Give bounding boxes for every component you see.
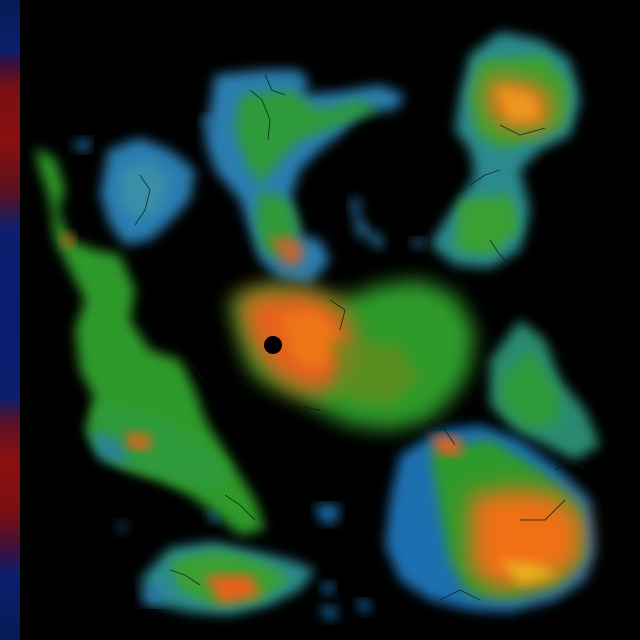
small-islets bbox=[70, 115, 425, 622]
region-central-landmass[interactable] bbox=[215, 280, 475, 430]
region-north-central-landmass[interactable] bbox=[205, 70, 405, 285]
region-south-landmass[interactable] bbox=[385, 425, 595, 612]
region-northwest-island[interactable] bbox=[100, 138, 195, 245]
region-southwest-island[interactable] bbox=[140, 542, 315, 615]
region-west-strip-landmass[interactable] bbox=[35, 148, 265, 535]
region-northeast-island[interactable] bbox=[430, 32, 580, 268]
region-east-landmass[interactable] bbox=[490, 320, 600, 460]
color-legend-strip bbox=[0, 0, 20, 640]
rivers bbox=[134, 74, 586, 601]
